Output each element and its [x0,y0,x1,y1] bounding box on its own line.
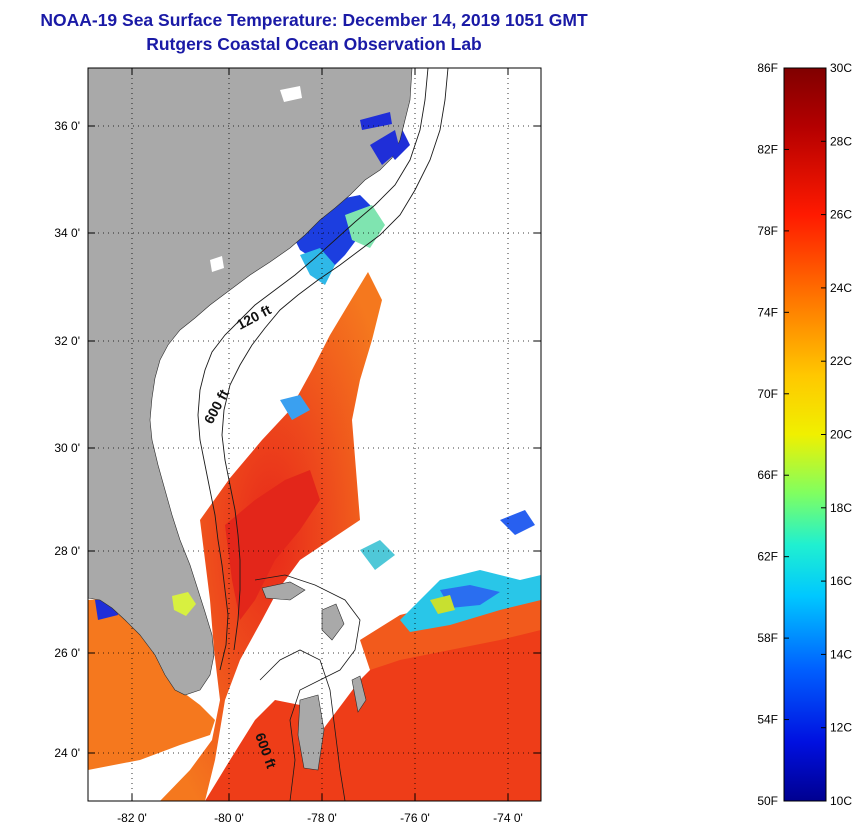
colorbar-label-c: 18C [830,501,852,515]
colorbar-label-c: 24C [830,281,852,295]
colorbar-label-f: 86F [757,61,778,75]
lon-label: -78 0' [307,811,337,825]
andros [297,694,325,771]
map-subtitle: Rutgers Coastal Ocean Observation Lab [146,34,482,54]
lon-label: -82 0' [117,811,147,825]
cool-patch-7 [280,395,310,420]
lon-label: -76 0' [400,811,430,825]
lake-okeechobee [172,592,196,616]
us-mainland [88,68,413,696]
cool-patch-2 [440,585,500,608]
colorbar: 86F 82F 78F 74F 70F 66F 62F 58F 54F 50F 30C 28C 26C… [757,61,852,808]
colorbar-label-f: 62F [757,550,778,564]
inland-lake-2 [210,256,224,272]
eleuthera [351,675,367,713]
cool-patch-5 [345,205,385,248]
lon-label: -74 0' [493,811,523,825]
colorbar-label-f: 54F [757,713,778,727]
abaco [321,603,345,641]
contour-bahamas [254,574,361,801]
colorbar-label-c: 14C [830,647,852,661]
lat-label: 32 0' [54,334,80,348]
colorbar-label-f: 82F [757,142,778,156]
lon-label: -80 0' [214,811,244,825]
map-title: NOAA-19 Sea Surface Temperature: Decembe… [40,10,588,30]
lat-label: 26 0' [54,646,80,660]
gulf-stream-core [225,470,320,620]
colorbar-label-c: 26C [830,208,852,222]
colorbar-label-c: 22C [830,354,852,368]
colorbar-gradient [783,67,827,802]
contour-bahamas-2 [259,649,346,801]
colorbar-label-c: 30C [830,61,852,75]
cool-patch-4 [300,248,335,285]
sst-map: 36 0' 34 0' 32 0' 30 0' 28 0' 26 0' 24 0… [54,67,542,825]
lat-label: 36 0' [54,119,80,133]
lat-label: 30 0' [54,441,80,455]
colorbar-label-f: 78F [757,224,778,238]
albemarle-sound [360,112,392,130]
colorbar-label-c: 20C [830,428,852,442]
green-patch [430,595,455,614]
gulf-warm-water [88,598,215,770]
colorbar-label-f: 58F [757,631,778,645]
pamlico-sound [370,130,400,165]
lat-label: 34 0' [54,226,80,240]
colorbar-label-f: 74F [757,305,778,319]
cool-patch-8 [360,540,395,570]
colorbar-label-c: 16C [830,574,852,588]
colorbar-label-f: 66F [757,468,778,482]
florida-strait-warm [205,700,310,801]
inland-lake-1 [280,86,302,102]
axis-ticks [88,68,541,801]
lat-label: 28 0' [54,544,80,558]
contour-600ft [221,68,449,651]
grand-bahama [261,581,306,601]
grid [88,68,541,801]
cool-patch-9 [500,510,535,535]
colorbar-label-c: 12C [830,721,852,735]
colorbar-label-c: 28C [830,134,852,148]
bahamas-warm-water [290,620,541,801]
colorbar-label-c: 10C [830,794,852,808]
map-frame [87,67,542,802]
colorbar-label-f: 70F [757,387,778,401]
contour-120ft [197,68,429,671]
lat-label: 24 0' [54,746,80,760]
colorbar-label-f: 50F [757,794,778,808]
